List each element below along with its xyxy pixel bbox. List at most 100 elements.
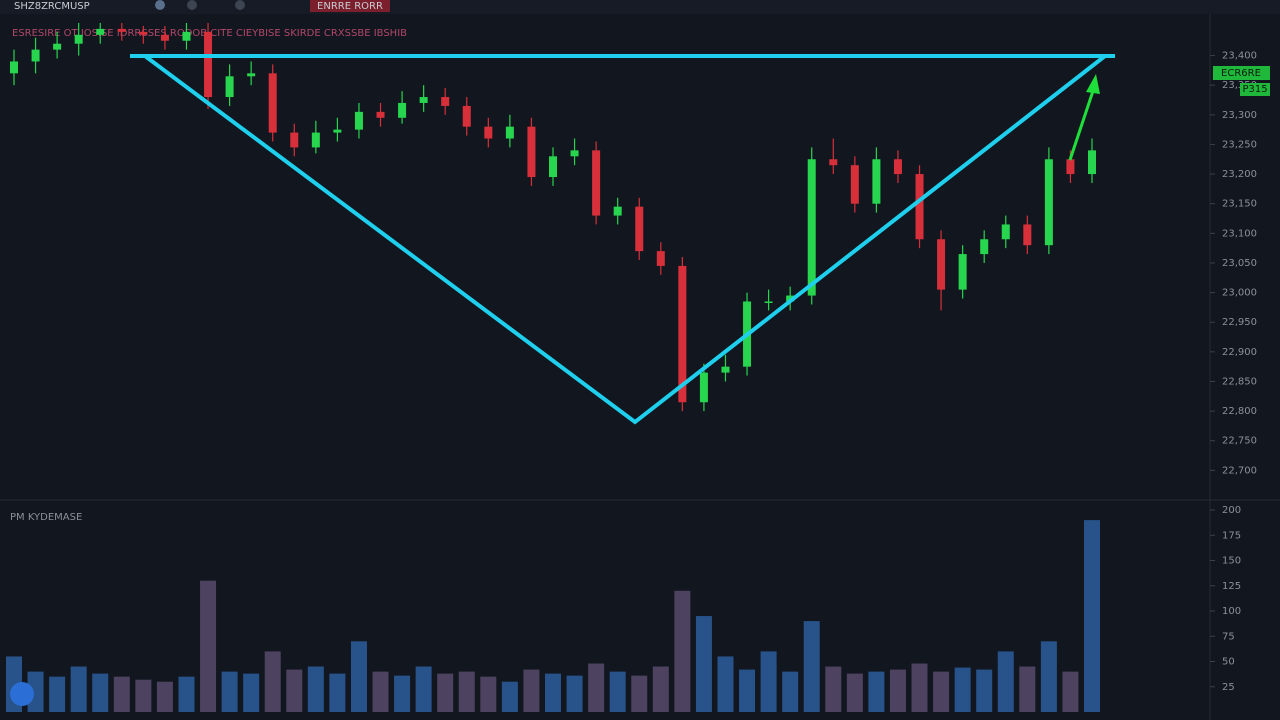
volume-bar — [523, 669, 540, 712]
icon[interactable] — [235, 0, 245, 10]
volume-bar — [674, 590, 691, 712]
y-tick-label: 75 — [1222, 631, 1235, 642]
candle-body — [247, 73, 256, 77]
volume-bar — [394, 675, 411, 712]
volume-bar — [566, 675, 583, 712]
y-tick-label: 23,050 — [1222, 258, 1257, 269]
volume-bar — [631, 675, 648, 712]
logo[interactable] — [10, 682, 34, 706]
volume-bar — [92, 673, 109, 712]
candle-body — [549, 156, 557, 178]
volume-bar — [135, 679, 152, 712]
y-tick-label: 100 — [1222, 606, 1241, 617]
volume-bar — [652, 666, 669, 712]
volume-bar — [501, 681, 518, 712]
volume-bar — [889, 669, 906, 712]
y-tick-label: 125 — [1222, 581, 1241, 592]
volume-bar — [846, 673, 863, 712]
y-tick-label: 23,000 — [1222, 288, 1257, 299]
volume-bar — [1019, 666, 1036, 712]
y-tick-label: 23,150 — [1222, 199, 1257, 210]
volume-bar — [782, 671, 799, 712]
y-tick-label: 23,300 — [1222, 110, 1257, 121]
volume-bar — [1062, 671, 1079, 712]
volume-bar — [264, 651, 281, 712]
volume-bar — [609, 671, 626, 712]
candle-body — [398, 102, 407, 118]
volume-bar — [588, 663, 605, 712]
candle-body — [1088, 150, 1096, 175]
candle-body — [311, 132, 320, 148]
y-tick-label: 22,700 — [1222, 465, 1257, 476]
y-tick-label: 25 — [1222, 682, 1235, 693]
candle-body — [1044, 159, 1053, 246]
triangle[interactable] — [143, 54, 1107, 425]
candle-body — [1066, 159, 1075, 175]
volume-bar — [437, 673, 454, 712]
price-tag-text: ECR6RE — [1221, 68, 1261, 79]
volume-bar — [825, 666, 842, 712]
candle-body — [139, 31, 148, 35]
candle-body — [721, 366, 730, 373]
candle-body — [117, 28, 126, 32]
candle-body — [958, 254, 967, 290]
candle-body — [613, 206, 622, 216]
volume-bar — [372, 671, 389, 712]
alert-box[interactable] — [310, 0, 390, 12]
candle-body — [893, 159, 902, 175]
volume-bar — [717, 656, 734, 712]
y-tick-label: 200 — [1222, 505, 1241, 516]
volume-bar — [695, 616, 712, 712]
arrow — [1068, 87, 1096, 161]
candle-body — [96, 28, 105, 35]
volume-bar — [976, 669, 993, 712]
volume-bar — [113, 676, 130, 712]
candle-body — [872, 159, 881, 204]
volume-bar — [545, 673, 561, 712]
icon[interactable] — [155, 0, 165, 10]
symbol[interactable]: SHZ8ZRCMUSP — [14, 1, 90, 12]
candle-body — [592, 150, 601, 216]
volume-bar — [200, 580, 217, 712]
y-tick-label: 23,200 — [1222, 169, 1257, 180]
y-tick-label: 22,800 — [1222, 406, 1257, 417]
volume-bar — [868, 671, 885, 712]
y-tick-label: 23,400 — [1222, 51, 1257, 62]
volume-bar — [458, 671, 475, 712]
candle-body — [10, 61, 18, 74]
volume-bar — [954, 667, 971, 712]
y-tick-label: 175 — [1222, 530, 1241, 541]
volume-bar — [1040, 641, 1057, 712]
icon[interactable] — [187, 0, 197, 10]
volume-bar — [415, 666, 432, 712]
y-tick-label: 22,750 — [1222, 436, 1257, 447]
candle-body — [74, 34, 83, 44]
candle-body — [376, 111, 385, 118]
volume-bar — [997, 651, 1014, 712]
volume-bar — [803, 621, 820, 712]
candle-body — [204, 31, 213, 98]
volume-bar — [70, 666, 87, 712]
candle-body — [290, 132, 299, 148]
arrow-head — [1086, 74, 1100, 94]
candle-body — [505, 126, 514, 139]
candle-body — [31, 49, 40, 62]
y-tick-label: 22,950 — [1222, 317, 1257, 328]
candle-body — [915, 174, 924, 240]
volume-bar — [49, 676, 66, 712]
candle-body — [268, 73, 277, 133]
y-tick-label: 22,850 — [1222, 376, 1257, 387]
y-tick-label: 50 — [1222, 657, 1235, 668]
price-tag-text: P315 — [1242, 84, 1267, 95]
volume-bar — [760, 651, 777, 712]
candle-body — [829, 159, 838, 166]
candle-body — [53, 43, 62, 50]
y-tick-label: 22,900 — [1222, 347, 1257, 358]
price-tag — [1213, 66, 1270, 80]
volume-bar — [27, 671, 44, 712]
marks: 23,400 23,350 23,300 23,250 23,200 23,150 23,1… — [6, 22, 1257, 712]
volume-bar — [739, 669, 756, 712]
